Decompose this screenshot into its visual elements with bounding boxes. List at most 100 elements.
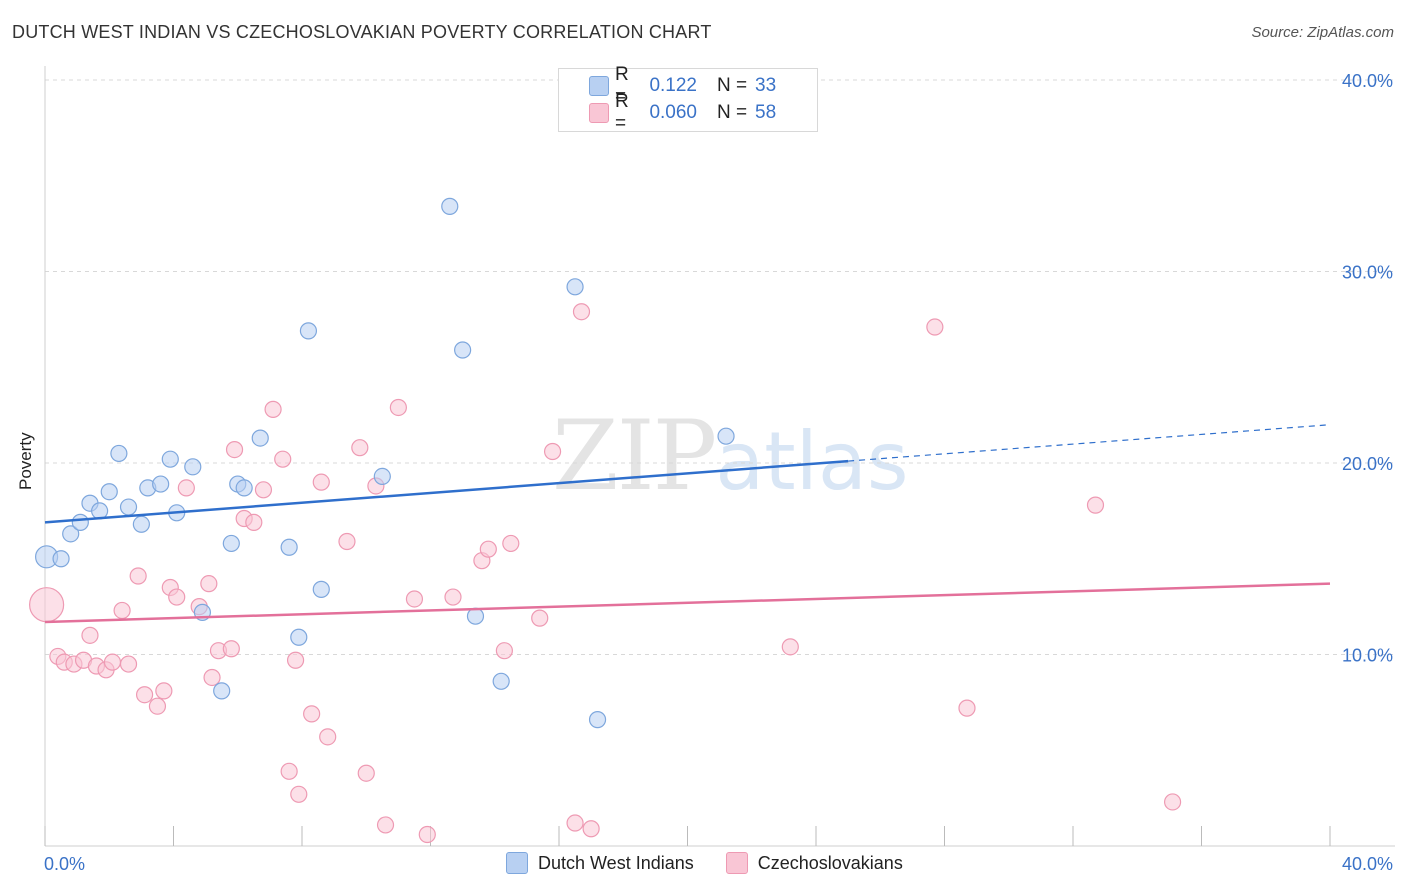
czechoslovakian-point — [312, 473, 330, 491]
legend-r-key: R = — [615, 91, 629, 134]
x-tick-label: 0.0% — [44, 854, 85, 874]
legend-swatch-czechoslovakians — [725, 852, 748, 874]
dutch-west-indian-point — [566, 278, 584, 296]
dutch-west-indian-point — [441, 197, 459, 215]
czechoslovakian-point — [531, 609, 549, 627]
czechoslovakian-point — [177, 479, 195, 497]
czechoslovakian-point — [168, 588, 186, 606]
czechoslovakian-point — [119, 655, 138, 673]
dutch-west-indian-trendline — [44, 459, 849, 524]
czechoslovakian-point — [148, 697, 167, 715]
czechoslovakian-point — [582, 820, 600, 838]
czechoslovakian-point — [113, 601, 131, 620]
legend-r-key: R = — [615, 64, 629, 107]
dutch-west-indian-point — [91, 502, 109, 520]
czechoslovakian-point — [245, 513, 263, 531]
czechoslovakian-point — [254, 481, 273, 499]
dutch-west-indian-point — [299, 322, 318, 340]
watermark-atlas: atlas — [715, 415, 909, 508]
czechoslovakian-point — [357, 764, 375, 782]
dutch-west-indian-point — [492, 672, 510, 690]
czechoslovakian-point — [135, 686, 154, 704]
legend-n-key: N = — [717, 102, 748, 123]
dutch-west-indian-point — [152, 475, 170, 493]
chart-title: DUTCH WEST INDIAN VS CZECHOSLOVAKIAN POV… — [12, 22, 712, 42]
czechoslovakian-point — [781, 638, 799, 656]
x-tick-label: 40.0% — [1342, 854, 1393, 874]
dutch-west-indian-point — [251, 429, 269, 447]
czechoslovakian-point — [389, 398, 407, 417]
watermark-zip: ZIP — [552, 400, 717, 512]
legend-item-czechoslovakians: Czechoslovakians — [725, 852, 903, 874]
dutch-west-indian-trendline-extension — [848, 424, 1331, 462]
dutch-west-indian-point — [100, 483, 118, 501]
dutch-west-indian-point — [184, 458, 202, 476]
dutch-west-indian-point — [717, 427, 735, 445]
legend-label-dutch-west-indians: Dutch West Indians — [538, 852, 694, 873]
source-label: Source: ZipAtlas.com — [1251, 24, 1394, 41]
y-axis-label: Poverty — [16, 432, 35, 490]
czechoslovakian-point — [479, 540, 497, 558]
czechoslovakian-point — [351, 439, 369, 457]
legend-row-czechoslovakians: R = 0.060 N = 58 — [589, 91, 776, 134]
dutch-west-indian-point — [161, 450, 179, 468]
czechoslovakian-point — [338, 532, 356, 551]
czechoslovakian-point — [155, 682, 173, 700]
watermark: ZIPatlas — [552, 400, 909, 512]
dutch-west-indian-point — [71, 513, 89, 531]
czechoslovakian-point — [286, 651, 305, 669]
czechoslovakian-point — [958, 699, 976, 717]
series-legend: Dutch West Indians Czechoslovakians — [506, 852, 935, 874]
dutch-west-indian-point — [373, 467, 391, 486]
czechoslovakian-point — [319, 728, 337, 746]
legend-item-dutch-west-indians: Dutch West Indians — [506, 852, 694, 874]
czechoslovakian-trendline — [44, 582, 1331, 624]
czechoslovakian-point — [543, 442, 562, 461]
dutch-west-indian-point — [62, 525, 80, 543]
dutch-west-indian-point — [235, 479, 253, 497]
czechoslovakian-point — [29, 587, 65, 623]
legend-r-value: 0.060 — [649, 102, 697, 123]
y-tick-label: 20.0% — [1342, 454, 1393, 474]
czechoslovakian-point — [129, 567, 147, 585]
czechoslovakian-point — [926, 318, 944, 336]
dutch-west-indian-point — [119, 498, 138, 516]
czechoslovakian-point — [566, 814, 584, 832]
y-tick-label: 30.0% — [1342, 263, 1393, 283]
czechoslovakian-point — [495, 642, 513, 660]
legend-r-value: 0.122 — [649, 75, 697, 96]
czechoslovakian-point — [280, 762, 298, 780]
czechoslovakian-point — [264, 400, 282, 418]
dutch-west-indian-point — [110, 444, 128, 463]
legend-n-key: N = — [717, 75, 748, 96]
czechoslovakian-point — [225, 440, 244, 459]
dutch-west-indian-point — [132, 515, 150, 533]
dutch-west-indian-point — [213, 682, 231, 700]
czechoslovakian-point — [203, 668, 221, 687]
czechoslovakian-point — [444, 588, 462, 606]
legend-n-value: 33 — [755, 75, 777, 96]
dutch-west-indian-point — [280, 538, 298, 556]
dutch-west-indian-point — [454, 341, 472, 359]
czechoslovakian-point — [572, 303, 591, 321]
czechoslovakian-point — [405, 590, 424, 608]
dutch-west-indian-point — [312, 580, 330, 598]
dutch-west-indian-point — [466, 607, 485, 625]
dutch-west-indian-point — [222, 534, 240, 553]
dutch-west-indian-point — [588, 711, 607, 729]
dutch-west-indian-point — [290, 628, 308, 646]
dutch-west-indian-point — [52, 550, 70, 568]
czechoslovakian-point — [81, 626, 99, 644]
czechoslovakian-point — [1086, 496, 1105, 514]
czechoslovakian-point — [418, 825, 436, 844]
czechoslovakian-point — [274, 450, 292, 468]
czechoslovakian-point — [376, 816, 395, 834]
correlation-legend: R = 0.122 N = 33 R = 0.060 N = 58 — [558, 64, 818, 134]
czechoslovakian-point — [303, 705, 321, 723]
czechoslovakian-point — [1163, 793, 1182, 811]
czechoslovakian-point — [290, 785, 308, 803]
legend-row-dutch-west-indians: R = 0.122 N = 33 — [589, 64, 777, 107]
y-tick-label: 40.0% — [1342, 71, 1393, 91]
y-tick-label: 10.0% — [1342, 646, 1393, 666]
